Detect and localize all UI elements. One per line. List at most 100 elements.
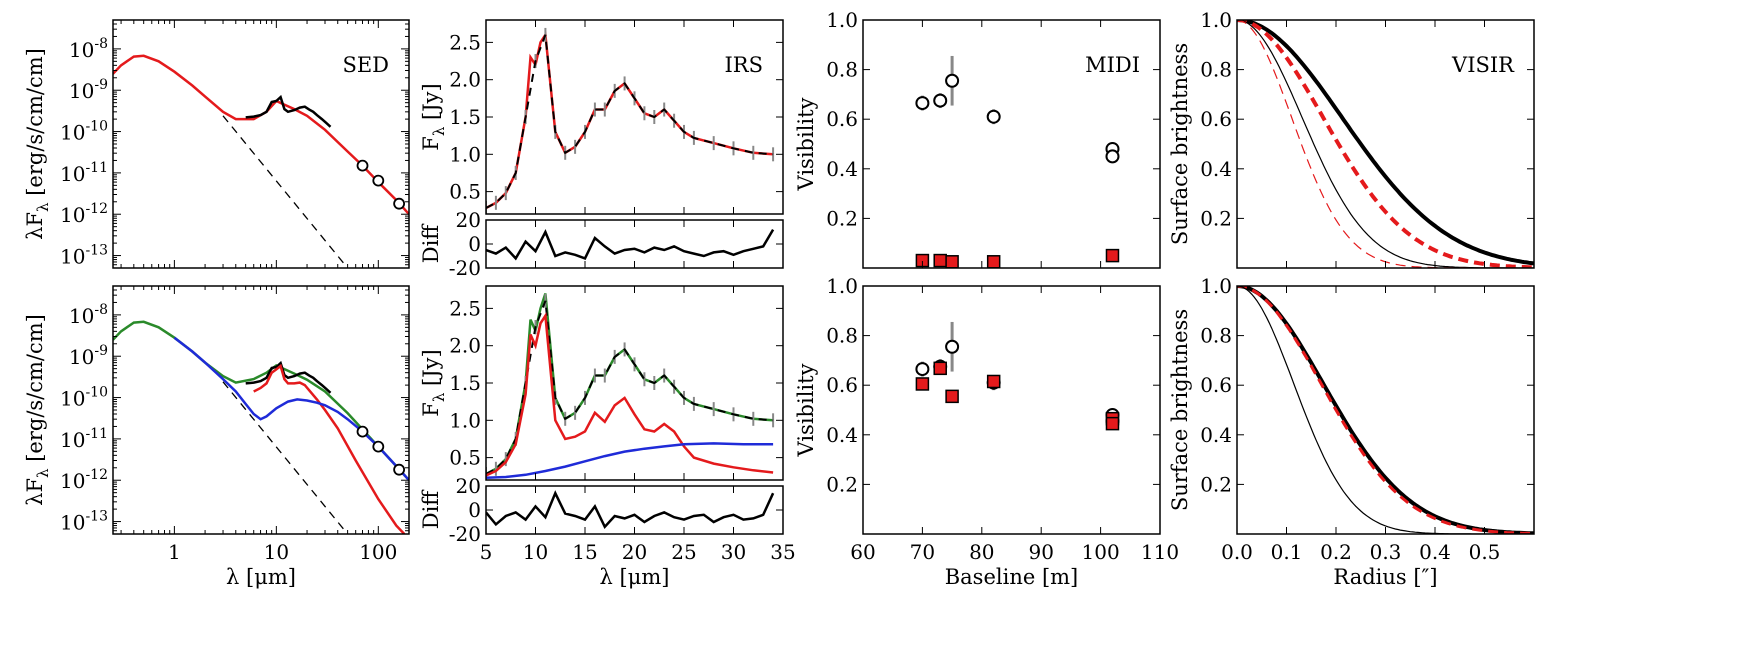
model-point — [1105, 416, 1120, 431]
y-axis-label: Surface brightness — [1168, 43, 1192, 245]
y-tick-label: 10-8 — [69, 36, 108, 62]
panel-midi-bottom: 60 70 80 90 100 110 0.2 0.4 0.6 0.8 1.0 Visibility B… — [794, 274, 1179, 589]
y-tick-label: 0.2 — [1200, 472, 1232, 496]
y-tick-label: 1.5 — [449, 371, 481, 395]
photometry-point — [393, 463, 406, 476]
tick-exponent: -13 — [85, 509, 108, 525]
plot-area — [915, 321, 1120, 431]
photometry-point — [356, 425, 369, 438]
series-line-residual — [486, 228, 775, 261]
tick-base: 10 — [60, 387, 85, 411]
photometry-point — [356, 159, 369, 172]
y-tick-label: 0.6 — [826, 107, 858, 131]
y-tick-label: 0.4 — [1200, 423, 1232, 447]
x-tick-label: 35 — [770, 540, 795, 564]
data-point — [1105, 149, 1120, 164]
tick-base: 10 — [60, 245, 85, 269]
label-part: F — [419, 136, 443, 151]
tick-base: 10 — [69, 345, 94, 369]
series-line-outer-component — [173, 336, 409, 482]
x-tick-label: 0.3 — [1370, 540, 1402, 564]
tick-exponent: -11 — [85, 160, 108, 176]
label-part: λF — [23, 478, 47, 506]
photometry-point — [372, 440, 385, 453]
y-tick-label: 10-8 — [69, 302, 108, 328]
model-point — [986, 255, 1001, 268]
y-tick-label: -20 — [449, 256, 481, 280]
series-line-IRS-spectrum — [245, 360, 332, 394]
series-line-inner-component — [253, 363, 406, 534]
label-part: [erg/s/cm/cm] — [23, 48, 47, 202]
tick-base: 10 — [60, 469, 85, 493]
tick-exponent: -10 — [85, 385, 108, 401]
photometry-point — [393, 197, 406, 210]
y-tick-label: 0.2 — [826, 472, 858, 496]
label-part: λF — [23, 212, 47, 240]
tick-base: 10 — [60, 203, 85, 227]
y-tick-label: 0.2 — [826, 206, 858, 230]
y-tick-label: 10-12 — [60, 467, 108, 493]
y-tick-label: 0.4 — [826, 157, 858, 181]
y-tick-label: 20 — [456, 474, 481, 498]
data-point — [945, 73, 960, 88]
axis-frame — [485, 219, 784, 269]
y-tick-label: 1.0 — [826, 274, 858, 298]
y-tick-label: 0.2 — [1200, 206, 1232, 230]
y-tick-label: 10-9 — [69, 343, 108, 369]
y-axis-label: Visibility — [794, 363, 818, 457]
tick-base: 10 — [69, 79, 94, 103]
panel-title: IRS — [725, 53, 764, 77]
tick-exponent: -12 — [85, 467, 108, 483]
y-tick-label: 1.0 — [449, 142, 481, 166]
x-tick-label: 10 — [523, 540, 548, 564]
y-axis-label: Fλ [Jy] — [419, 83, 448, 150]
series-line-observed-thick — [1237, 20, 1534, 266]
axis-frame — [862, 285, 1161, 535]
y-tick-label: 2.5 — [449, 30, 481, 54]
series-line-photosphere — [222, 381, 349, 534]
y-axis-label: λFλ [erg/s/cm/cm] — [23, 48, 52, 240]
y-axis-label: Visibility — [794, 97, 818, 191]
tick-exponent: -9 — [94, 343, 108, 359]
x-axis-label: Radius [″] — [1333, 565, 1437, 589]
series-line-point-source — [1237, 286, 1534, 534]
y-tick-label: 0 — [468, 498, 481, 522]
label-sub: λ — [34, 468, 52, 478]
y-axis-label: Diff — [419, 223, 443, 264]
label-sub: λ — [34, 202, 52, 212]
y-tick-label: 0.8 — [1200, 324, 1232, 348]
data-point — [915, 362, 930, 377]
x-axis-label: λ [μm] — [226, 565, 296, 589]
panel-visir-bottom: 0.0 0.1 0.2 0.3 0.4 0.5 0.2 0.4 0.6 0.8 1.0 Surface… — [1168, 274, 1535, 589]
plot-area — [486, 293, 775, 480]
label-part: F — [419, 402, 443, 417]
tick-exponent: -8 — [94, 302, 108, 318]
y-tick-label: 0.8 — [1200, 58, 1232, 82]
axis-frame — [112, 285, 410, 535]
y-tick-label: -20 — [449, 522, 481, 546]
model-point — [933, 253, 947, 268]
x-tick-label: 60 — [850, 540, 875, 564]
panel-visir-top: 0.2 0.4 0.6 0.8 1.0 VISIR Surface brightness — [1168, 8, 1535, 269]
model-point — [933, 361, 947, 376]
model-point — [945, 389, 959, 404]
y-tick-label: 2.0 — [449, 68, 481, 92]
x-tick-label: 5 — [480, 540, 493, 564]
x-tick-label: 30 — [721, 540, 746, 564]
y-tick-label: 0.6 — [826, 373, 858, 397]
series-line-total-model — [113, 320, 409, 482]
x-tick-label: 0.0 — [1221, 540, 1253, 564]
plot-area — [113, 320, 409, 534]
y-tick-label: 0.6 — [1200, 373, 1232, 397]
y-tick-label: 2.0 — [449, 334, 481, 358]
y-tick-label: 10-10 — [60, 119, 108, 145]
axis-frame — [1236, 285, 1535, 535]
x-tick-label: 10 — [264, 540, 289, 564]
panel-irs-bottom: 0.5 1.0 1.5 2.0 2.5 Fλ [Jy] — [419, 285, 784, 481]
y-tick-label: 10-13 — [60, 509, 108, 535]
tick-exponent: -11 — [85, 426, 108, 442]
plot-area — [1237, 286, 1534, 534]
y-tick-label: 0.5 — [449, 446, 481, 470]
